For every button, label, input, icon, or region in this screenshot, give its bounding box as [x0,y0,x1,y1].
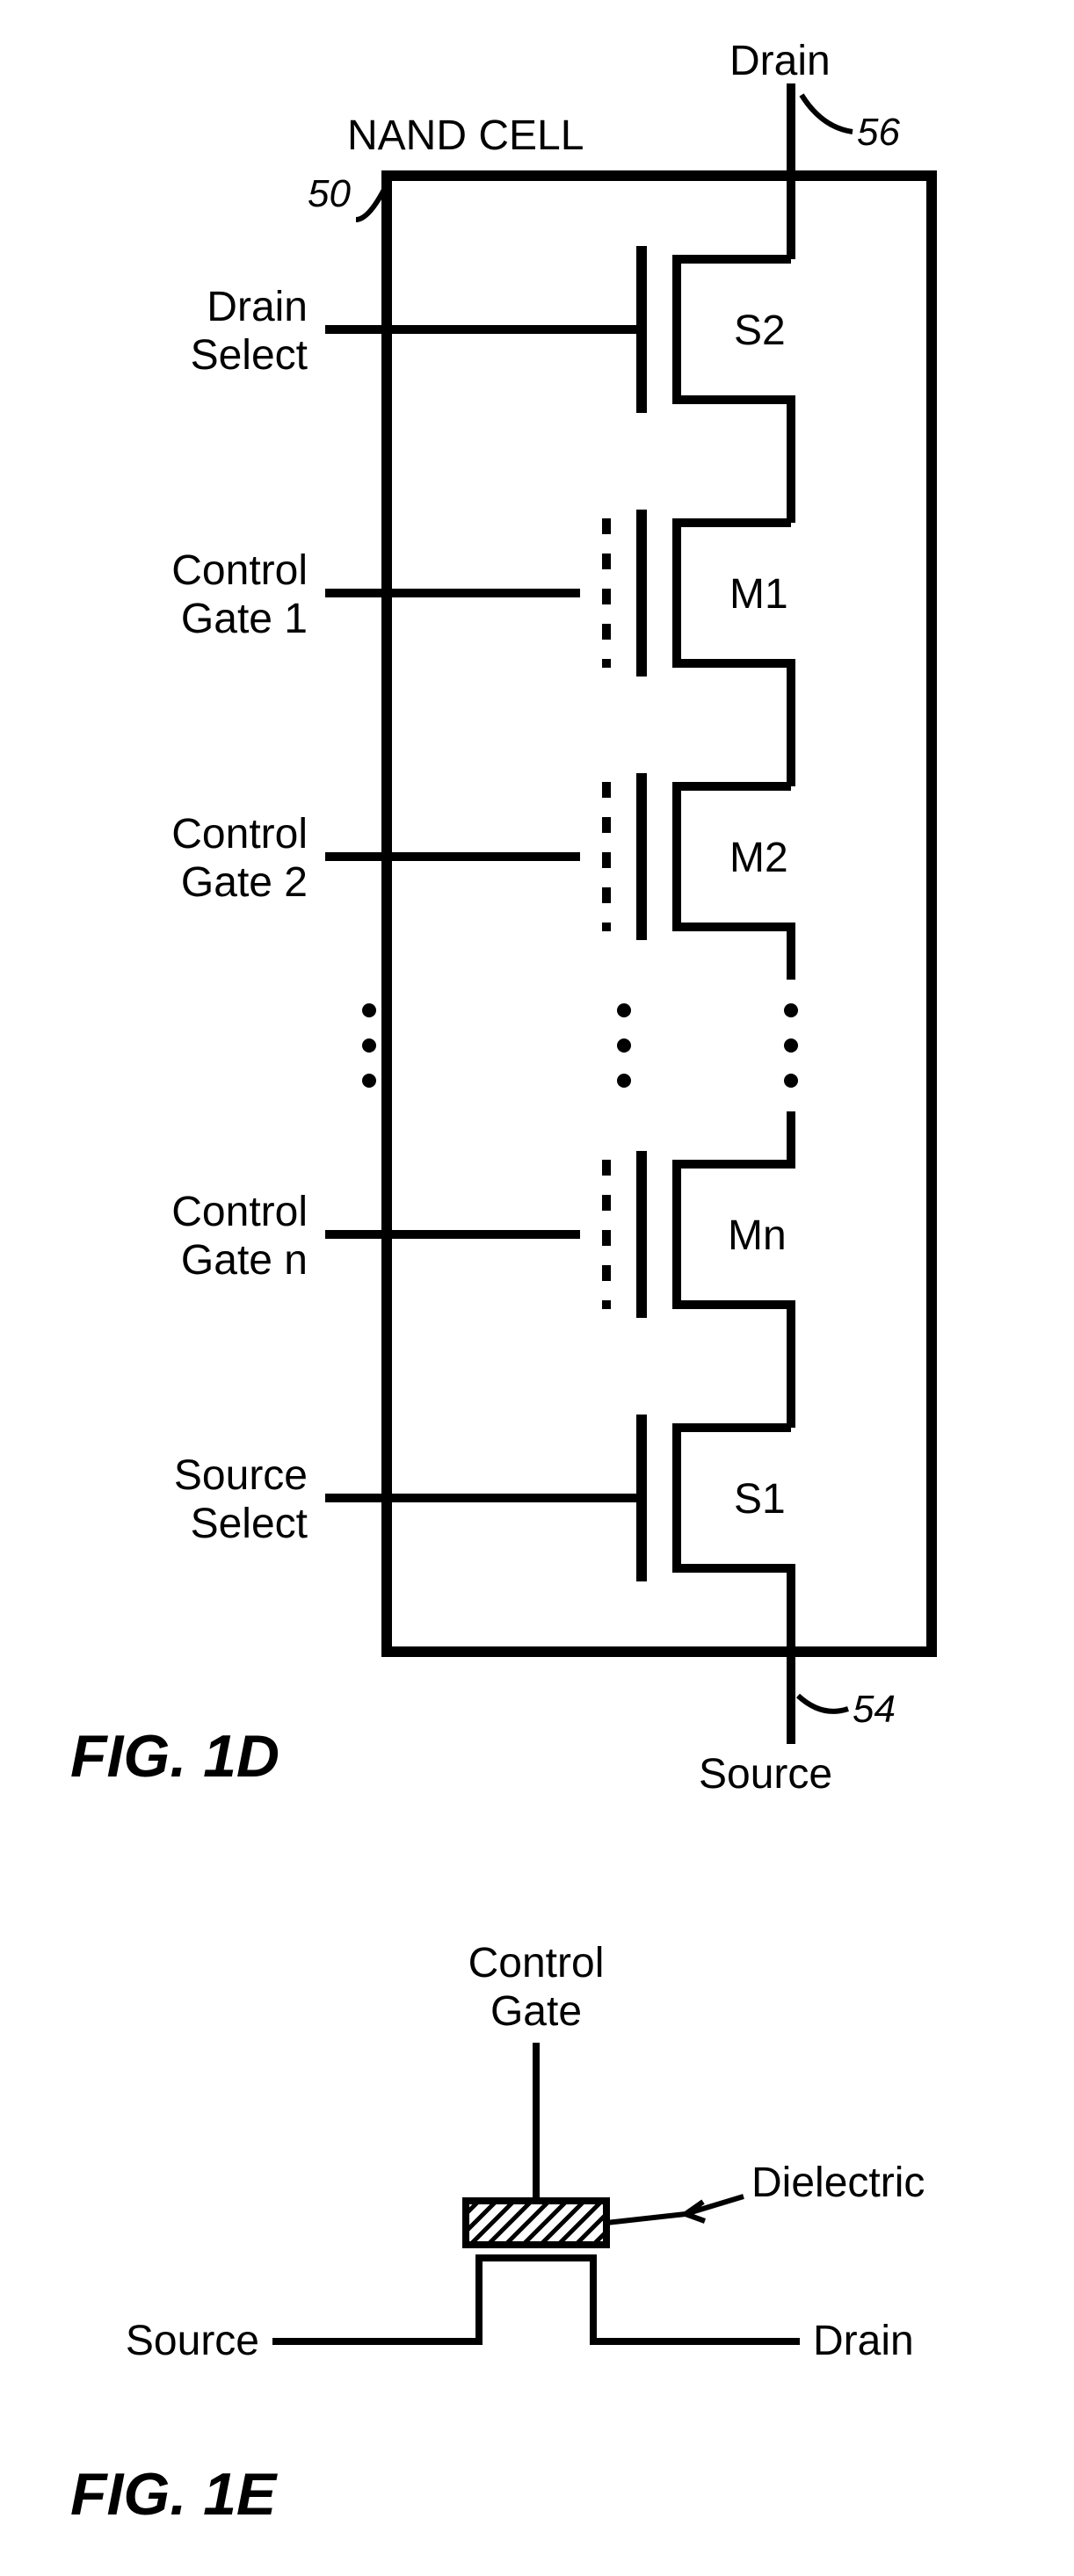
dielectric-lead [606,2214,686,2223]
transistor-m2-channel [677,786,791,980]
ref-50: 50 [308,172,351,215]
cg1-l1: Control [171,547,308,594]
fe-source-label: Source [126,2318,259,2364]
transistor-mn-channel [677,1111,791,1428]
cg1-l2: Gate 1 [181,596,308,642]
mn-label: Mn [728,1212,787,1259]
drain-top-label: Drain [729,38,831,84]
fig-1e-caption: FIG. 1E [70,2460,276,2529]
dielectric-box [466,2201,606,2245]
src-select-l1: Source [174,1452,308,1499]
dielectric-arrow [686,2196,744,2221]
cgn-l2: Gate n [181,1237,308,1284]
fig-1d-svg: Drain NAND CELL 56 50 S2 M1 [0,0,1074,1810]
ref-54: 54 [853,1688,896,1731]
transistor-s1-channel [677,1428,791,1744]
ref-54-lead [798,1696,848,1711]
cg2-l2: Gate 2 [181,859,308,906]
nand-cell-box [387,176,932,1652]
ref-56: 56 [857,111,900,154]
drain-select-l1: Drain [207,284,308,330]
s1-label: S1 [734,1476,786,1523]
transistor-s2-channel [677,259,791,523]
ref-56-lead [802,95,853,132]
fig-1d-caption: FIG. 1D [70,1722,279,1791]
fe-drain-label: Drain [813,2318,914,2364]
cg-top-l1: Control [468,1940,605,1986]
m2-label: M2 [729,835,788,881]
nand-cell-title: NAND CELL [347,112,584,159]
ellipsis-dots [362,1003,798,1088]
src-select-l2: Select [191,1501,308,1547]
transistor-m1-channel [677,523,791,786]
dielectric-label: Dielectric [751,2160,925,2206]
fe-channel [272,2258,800,2341]
page-root: Drain NAND CELL 56 50 S2 M1 [0,0,1074,2576]
drain-select-l2: Select [191,332,308,379]
cg2-l1: Control [171,811,308,857]
fig-1e-svg: Control Gate Dielectric Source Drain [0,1907,1074,2522]
s2-label: S2 [734,308,786,354]
m1-label: M1 [729,571,788,618]
cg-top-l2: Gate [490,1988,582,2035]
source-bottom-label: Source [699,1751,832,1798]
cgn-l1: Control [171,1189,308,1235]
